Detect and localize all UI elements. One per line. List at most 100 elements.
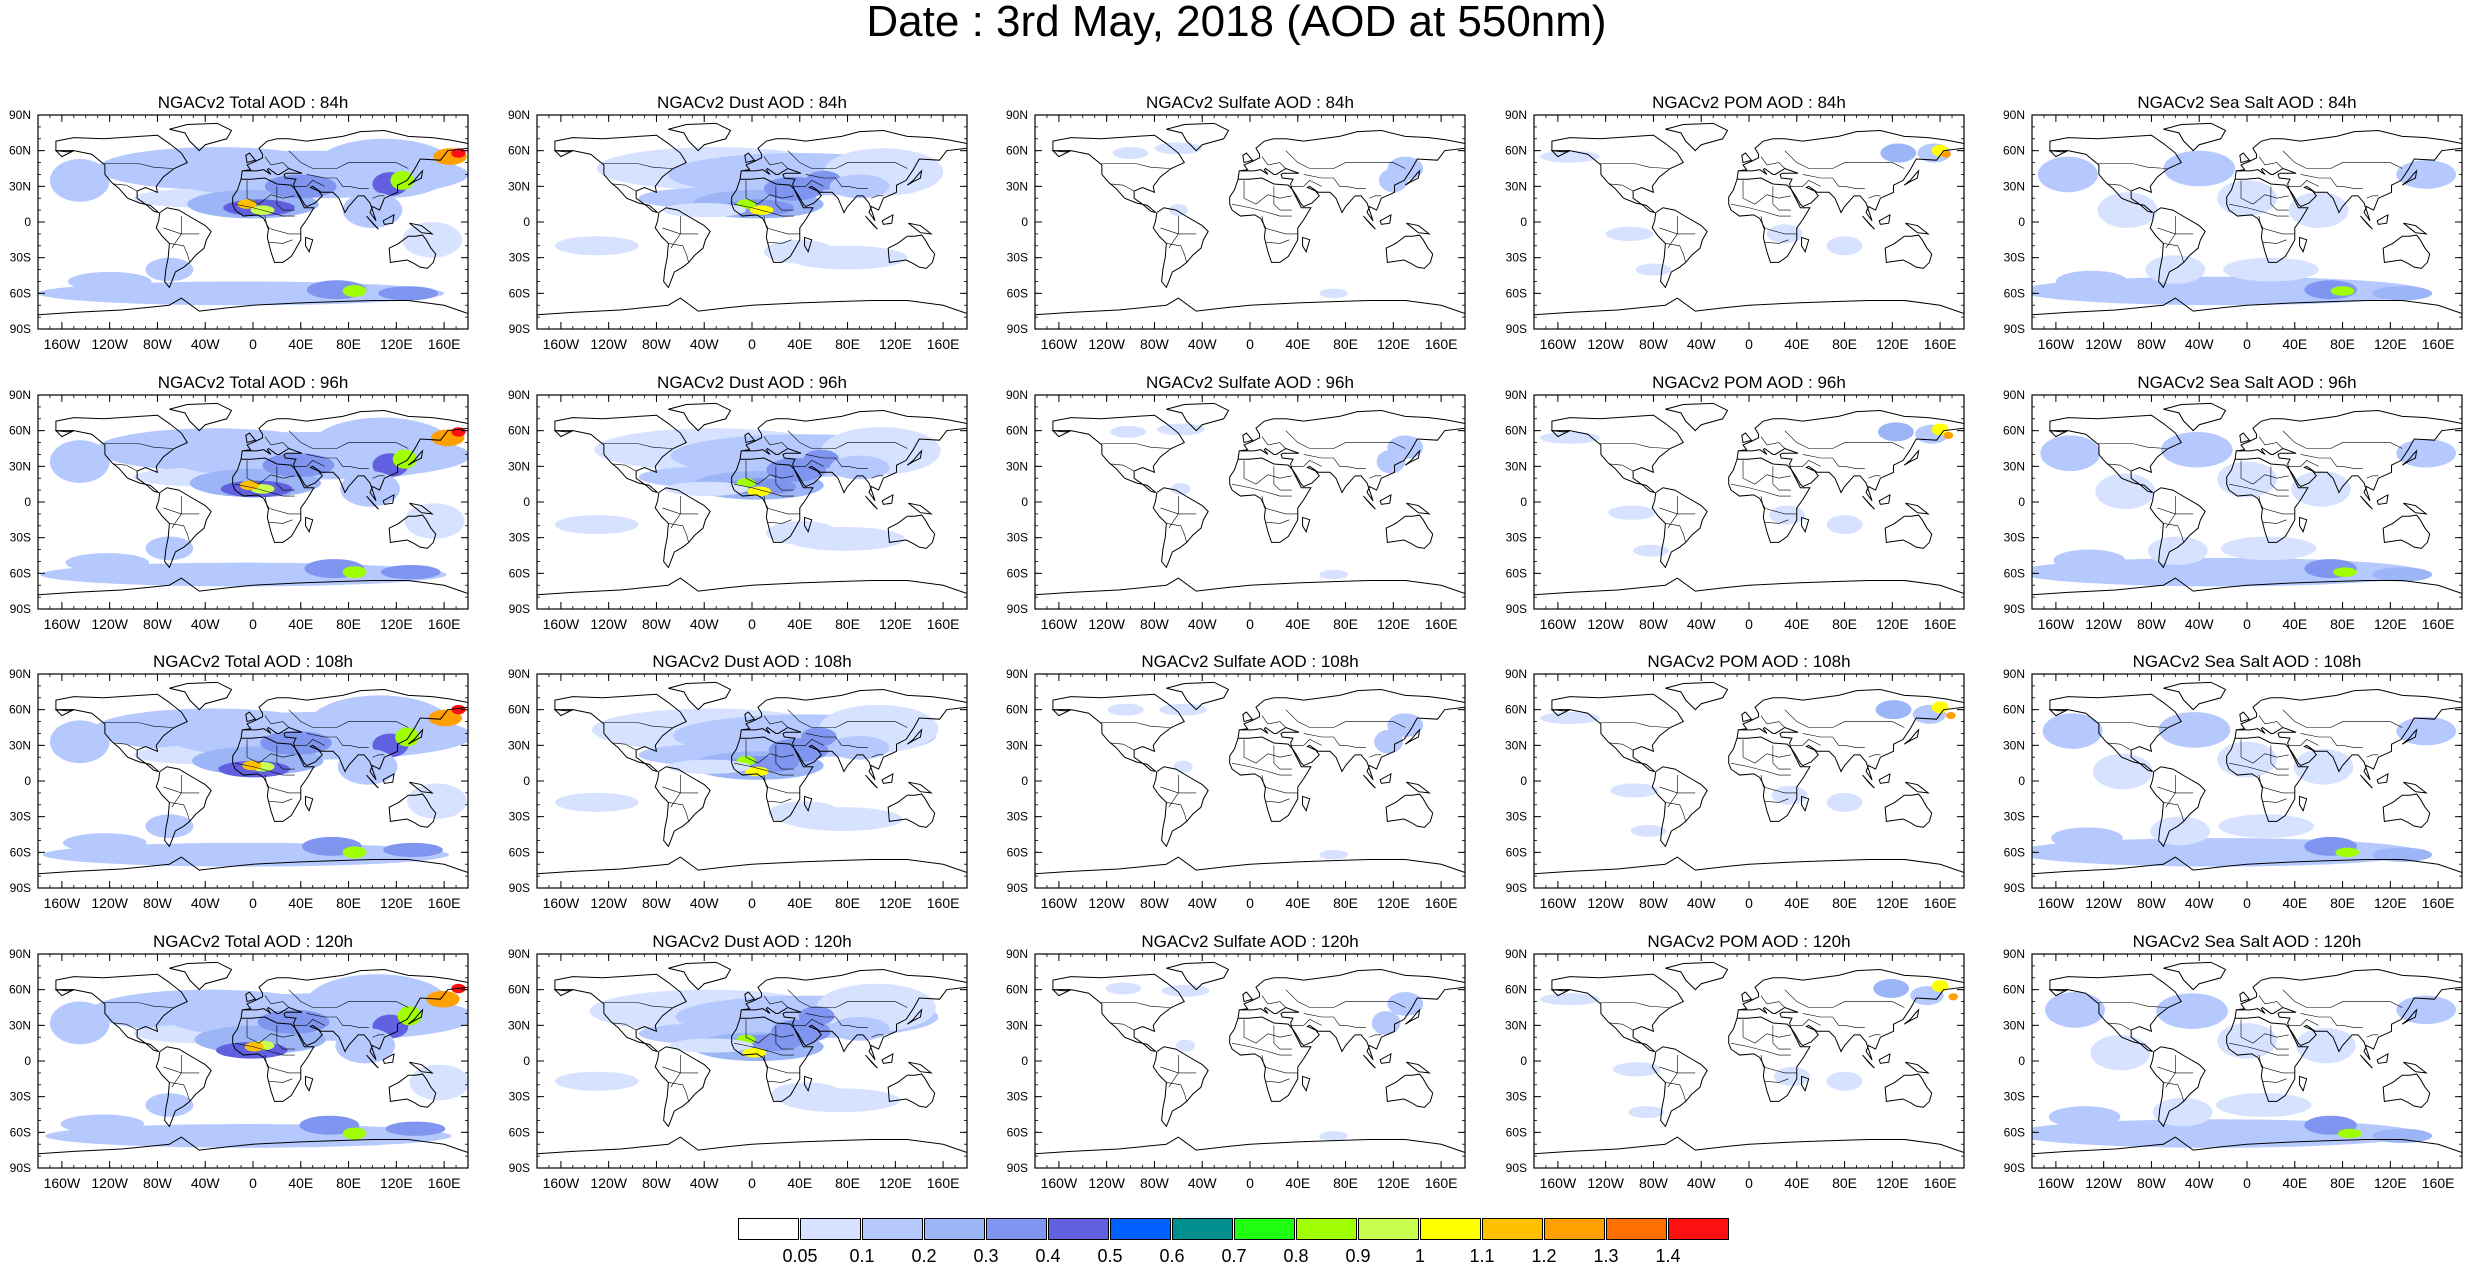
- coastline: [55, 973, 189, 1052]
- aod-contour: [829, 174, 890, 199]
- country-border: [662, 786, 699, 794]
- country-border: [113, 183, 138, 192]
- lon-tick-label: 120E: [2374, 336, 2407, 352]
- country-border: [113, 1022, 138, 1031]
- coastline: [1152, 487, 1209, 569]
- country-border: [763, 436, 789, 449]
- coastline: [2239, 152, 2251, 164]
- coastline: [155, 207, 212, 289]
- country-border: [805, 1013, 868, 1029]
- country-border: [2258, 774, 2295, 794]
- coastline: [887, 793, 936, 828]
- map-plot: 160W 120W 80W 40W 0 40E 80E 120E 160E 90N 60N 30N 0 3…: [1006, 388, 1466, 632]
- country-border: [103, 722, 173, 728]
- country-border: [2288, 739, 2319, 746]
- country-border: [1110, 1022, 1135, 1031]
- lat-tick-label: 60S: [1007, 1125, 1028, 1139]
- lon-tick-label: 0: [1246, 1175, 1254, 1191]
- coastline: [2149, 1046, 2206, 1128]
- country-border: [1772, 466, 1791, 491]
- coastline: [654, 487, 711, 569]
- colorbar-swatch: [1172, 1218, 1233, 1240]
- lat-tick-label: 30S: [509, 810, 530, 824]
- country-border: [2258, 436, 2284, 449]
- country-border: [1166, 1082, 1187, 1102]
- lat-tick-label: 90N: [508, 388, 530, 402]
- lon-tick-label: 160W: [1041, 336, 1078, 352]
- lon-tick-label: 160W: [44, 336, 81, 352]
- country-border: [767, 798, 792, 803]
- lon-tick-label: 80E: [835, 616, 860, 632]
- country-border: [1110, 183, 1135, 192]
- country-border: [2270, 745, 2289, 770]
- map-plot: 160W 120W 80W 40W 0 40E 80E 120E 160E 90N 60N 30N 0 3…: [508, 388, 968, 632]
- aod-contour: [768, 801, 841, 825]
- country-border: [2288, 180, 2319, 187]
- lon-tick-label: 80W: [2137, 336, 2167, 352]
- coastline: [305, 236, 314, 253]
- aod-contour: [1371, 1011, 1401, 1035]
- country-border: [264, 156, 290, 169]
- coastline: [1801, 1075, 1810, 1092]
- lat-tick-label: 90S: [10, 881, 31, 895]
- lat-tick-label: 90N: [9, 108, 31, 122]
- coastline: [1534, 856, 1964, 875]
- coastline: [2234, 688, 2462, 781]
- aod-contour: [2372, 567, 2433, 582]
- aod-contour: [402, 222, 463, 258]
- coastline: [1052, 414, 1186, 493]
- coastline: [1651, 487, 1708, 569]
- lat-tick-label: 30N: [508, 179, 530, 193]
- coastline: [1551, 973, 1685, 1052]
- coastline: [1884, 1073, 1933, 1108]
- lon-tick-label: 40E: [787, 1175, 812, 1191]
- country-border: [2262, 798, 2287, 803]
- country-border: [668, 523, 689, 543]
- country-border: [1166, 243, 1187, 263]
- coastline: [1406, 502, 1431, 515]
- lat-tick-label: 30S: [1506, 531, 1527, 545]
- lon-tick-label: 0: [1246, 895, 1254, 911]
- lon-tick-label: 80W: [143, 336, 173, 352]
- country-border: [2262, 519, 2287, 524]
- coastline: [305, 516, 314, 533]
- coastline: [2239, 432, 2251, 444]
- lon-tick-label: 40W: [191, 336, 221, 352]
- lon-tick-label: 40W: [2185, 336, 2215, 352]
- country-border: [294, 180, 325, 187]
- map-plot: 160W 120W 80W 40W 0 40E 80E 120E 160E 90N 60N 30N 0 3…: [9, 947, 469, 1191]
- lat-tick-label: 60S: [2004, 845, 2025, 859]
- aod-contour: [1319, 1131, 1348, 1141]
- aod-contour: [2335, 847, 2360, 858]
- aod-contour: [260, 731, 332, 755]
- coastline: [388, 1073, 437, 1108]
- lon-tick-label: 120E: [2374, 616, 2407, 632]
- country-border: [1100, 163, 1170, 169]
- country-border: [1665, 243, 1686, 263]
- country-border: [1760, 156, 1786, 169]
- country-border: [1760, 1054, 1797, 1074]
- country-border: [1659, 786, 1696, 794]
- coastline: [731, 177, 814, 263]
- coastline: [366, 495, 379, 510]
- coastline: [865, 495, 878, 510]
- map-plot: 160W 120W 80W 40W 0 40E 80E 120E 160E 90N 60N 30N 0 3…: [508, 108, 968, 352]
- lat-tick-label: 90S: [2004, 1161, 2025, 1175]
- country-border: [2097, 163, 2167, 169]
- colorbar-swatch: [924, 1218, 985, 1240]
- country-border: [1261, 156, 1287, 169]
- coastline: [865, 774, 878, 789]
- colorbar-label: 0.05: [782, 1246, 818, 1266]
- aod-contour: [2220, 536, 2317, 561]
- lon-tick-label: 0: [2243, 895, 2251, 911]
- country-border: [1665, 1082, 1686, 1102]
- aod-contour: [342, 846, 367, 859]
- country-border: [1160, 227, 1197, 235]
- lat-tick-label: 0: [523, 495, 530, 509]
- coastline: [1651, 1046, 1708, 1128]
- country-border: [1868, 475, 1881, 479]
- aod-contour: [385, 1121, 446, 1136]
- lon-tick-label: 40W: [690, 1175, 720, 1191]
- coastline: [1550, 150, 1571, 158]
- coastline: [1862, 1054, 1875, 1069]
